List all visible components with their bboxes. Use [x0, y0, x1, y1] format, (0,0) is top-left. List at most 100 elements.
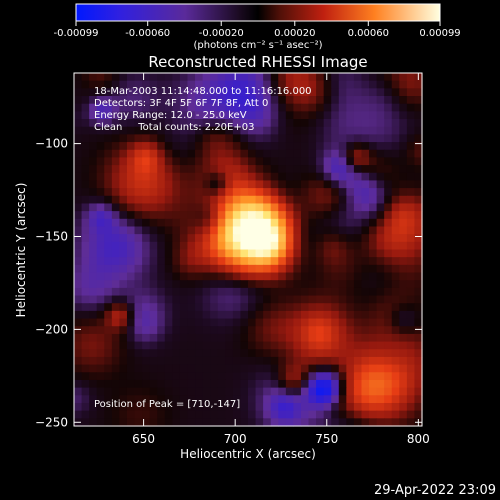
heatmap-cell: [164, 310, 173, 320]
heatmap-cell: [316, 157, 325, 166]
heatmap-cell: [240, 264, 249, 274]
heatmap-cell: [384, 119, 393, 128]
heatmap-cell: [179, 364, 189, 373]
heatmap-cell: [89, 195, 98, 205]
heatmap-cell: [225, 379, 234, 389]
heatmap-cell: [406, 157, 416, 166]
heatmap-cell: [406, 280, 416, 289]
heatmap-cell: [293, 149, 302, 159]
heatmap-cell: [361, 96, 370, 105]
heatmap-cell: [270, 126, 279, 135]
heatmap-cell: [164, 195, 173, 205]
heatmap-cell: [96, 402, 105, 412]
plot-frame: [73, 72, 423, 427]
heatmap-cell: [391, 295, 400, 304]
heatmap-cell: [361, 126, 370, 135]
heatmap-cell: [81, 149, 90, 159]
heatmap-cell: [104, 188, 113, 197]
heatmap-cell: [240, 226, 249, 235]
heatmap-cell: [308, 218, 317, 228]
heatmap-cell: [142, 249, 151, 258]
heatmap-cell: [164, 218, 173, 228]
heatmap-cell: [104, 241, 113, 251]
heatmap-cell: [300, 119, 310, 128]
heatmap-cell: [172, 134, 181, 143]
heatmap-cell: [225, 249, 234, 258]
heatmap-cell: [323, 264, 332, 274]
heatmap-cell: [406, 226, 416, 235]
heatmap-cell: [353, 418, 363, 427]
heatmap-cell: [255, 165, 264, 174]
heatmap-cell: [384, 280, 393, 289]
heatmap-cell: [300, 142, 310, 151]
heatmap-cell: [369, 172, 378, 182]
heatmap-cell: [361, 272, 370, 281]
heatmap-cell: [391, 226, 400, 235]
heatmap-cell: [331, 395, 340, 404]
heatmap-cell: [399, 203, 408, 212]
heatmap-cell: [300, 387, 310, 396]
heatmap-cell: [331, 326, 340, 335]
heatmap-cell: [361, 333, 370, 343]
heatmap-cell: [391, 195, 400, 205]
heatmap-cell: [217, 103, 226, 112]
heatmap-cell: [255, 303, 264, 312]
heatmap-cell: [331, 218, 340, 228]
heatmap-cell: [164, 295, 173, 304]
heatmap-cell: [391, 257, 400, 266]
heatmap-cell: [119, 149, 128, 159]
heatmap-cell: [255, 195, 264, 205]
heatmap-cell: [172, 226, 181, 235]
heatmap-cell: [384, 211, 393, 220]
heatmap-cell: [293, 379, 302, 389]
heatmap-cell: [126, 180, 136, 189]
heatmap-cell: [217, 402, 226, 412]
heatmap-cell: [126, 402, 136, 412]
heatmap-cell: [270, 349, 279, 358]
heatmap-cell: [293, 103, 302, 112]
heatmap-cell: [179, 295, 189, 304]
heatmap-cell: [119, 73, 128, 82]
heatmap-cell: [217, 73, 226, 82]
heatmap-cell: [391, 119, 400, 128]
heatmap-cell: [134, 341, 143, 350]
heatmap-cell: [293, 241, 302, 251]
heatmap-cell: [195, 241, 204, 251]
heatmap-cell: [361, 234, 370, 243]
heatmap-cell: [270, 333, 279, 343]
heatmap-cell: [210, 395, 219, 404]
heatmap-cell: [316, 310, 325, 320]
heatmap-cell: [89, 287, 98, 297]
heatmap-cell: [217, 96, 226, 105]
heatmap-cell: [391, 142, 400, 151]
heatmap-cell: [202, 157, 211, 166]
heatmap-cell: [89, 96, 98, 105]
annotation-peak: Position of Peak = [710,-147]: [94, 399, 240, 410]
heatmap-cell: [225, 126, 234, 135]
heatmap-cell: [406, 364, 416, 373]
heatmap-cell: [285, 349, 294, 358]
heatmap-cell: [74, 287, 83, 297]
heatmap-cell: [391, 172, 400, 182]
heatmap-cell: [376, 149, 385, 159]
heatmap-cell: [316, 249, 325, 258]
heatmap-cell: [126, 318, 136, 327]
heatmap-cell: [202, 264, 211, 274]
heatmap-cell: [149, 372, 158, 381]
heatmap-cell: [323, 379, 332, 389]
heatmap-cell: [323, 226, 332, 235]
heatmap-cell: [391, 249, 400, 258]
heatmap-cell: [142, 126, 151, 135]
heatmap-cell: [240, 257, 249, 266]
heatmap-cell: [361, 379, 370, 389]
heatmap-cell: [300, 303, 310, 312]
heatmap-cell: [172, 111, 181, 120]
heatmap-cell: [134, 295, 143, 304]
heatmap-cell: [134, 96, 143, 105]
heatmap-cell: [300, 234, 310, 243]
heatmap-cell: [316, 73, 325, 82]
heatmap-cell: [157, 134, 166, 143]
heatmap-cell: [126, 211, 136, 220]
heatmap-cell: [316, 349, 325, 358]
heatmap-cell: [157, 303, 166, 312]
